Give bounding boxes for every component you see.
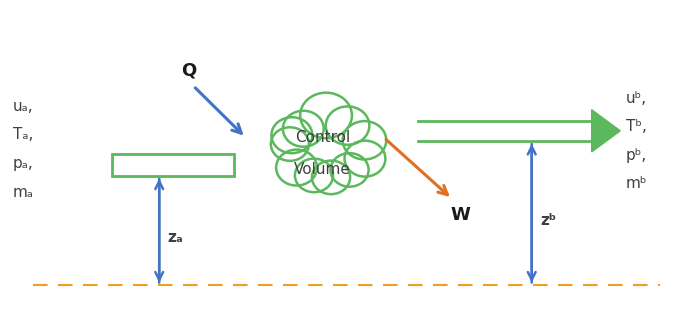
Text: zₐ: zₐ [168,230,183,245]
Text: W: W [450,206,470,224]
Text: Q: Q [181,61,196,79]
Text: mᵇ: mᵇ [626,176,647,192]
Text: uₐ,: uₐ, [12,99,33,114]
Text: Volume: Volume [295,162,351,177]
Text: Control: Control [295,130,350,145]
Text: Tᵇ,: Tᵇ, [626,119,647,134]
Text: pᵇ,: pᵇ, [626,148,647,163]
Text: uᵇ,: uᵇ, [626,90,647,106]
Polygon shape [592,110,620,152]
Text: mₐ: mₐ [12,185,34,200]
Text: pₐ,: pₐ, [12,156,33,171]
Text: Tₐ,: Tₐ, [12,127,33,142]
Bar [112,154,234,176]
Text: zᵇ: zᵇ [540,212,556,227]
